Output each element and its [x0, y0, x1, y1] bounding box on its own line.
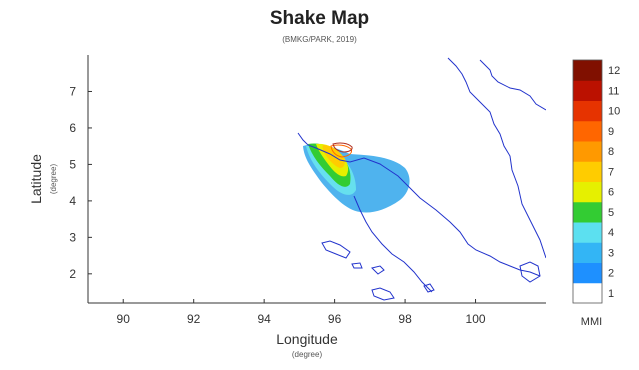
island-chain-south — [353, 195, 433, 293]
axes: 90 92 94 96 98 100 2 3 4 5 6 7 Longitude (degree) Lati… — [28, 55, 546, 359]
y-axis-label: Latitude — [28, 154, 44, 204]
colorbar-tick-label: 5 — [608, 207, 614, 219]
colorbar-swatch-mmi-6 — [573, 181, 602, 203]
colorbar-swatch-mmi-12 — [573, 60, 602, 81]
colorbar-swatch-mmi-7 — [573, 161, 602, 182]
island-f — [423, 283, 435, 293]
x-tick-label: 94 — [257, 312, 271, 326]
intensity-zone-mmi-8 — [330, 144, 352, 158]
colorbar-tick-label: 10 — [608, 106, 620, 118]
coastline-group — [297, 57, 546, 301]
colorbar-tick-label: 2 — [608, 268, 614, 280]
x-axis-label: Longitude — [276, 331, 338, 347]
colorbar-swatch-mmi-4 — [573, 222, 602, 243]
island-a — [321, 240, 351, 259]
colorbar-label: MMI — [581, 316, 602, 328]
island-d — [371, 287, 395, 301]
x-tick-label: 98 — [398, 312, 412, 326]
y-tick-label: 3 — [69, 230, 76, 244]
x-tick-label: 100 — [466, 312, 486, 326]
colorbar-tick-label: 6 — [608, 187, 614, 199]
colorbar-swatch-mmi-9 — [573, 120, 602, 142]
colorbar-tick-label: 8 — [608, 146, 614, 158]
colorbar-swatch-mmi-1 — [573, 282, 602, 304]
island-c — [351, 262, 363, 269]
colorbar-swatch-mmi-11 — [573, 80, 602, 101]
map-subtitle: (BMKG/PARK, 2019) — [282, 35, 357, 44]
colorbar-frame — [572, 59, 603, 304]
colorbar-swatch-mmi-10 — [573, 100, 602, 122]
map-title: Shake Map — [269, 8, 370, 29]
y-tick-label: 4 — [69, 194, 76, 208]
x-tick-label: 90 — [117, 312, 131, 326]
island-b — [371, 265, 385, 275]
sumatra-west-coast — [297, 132, 541, 277]
intensity-zone-mmi-9 — [332, 142, 353, 153]
colorbar-tick-label: 4 — [608, 227, 614, 239]
colorbar-swatch-mmi-5 — [573, 201, 602, 223]
x-tick-label: 92 — [187, 312, 201, 326]
colorbar-swatch-mmi-2 — [573, 262, 602, 284]
island-e — [519, 261, 541, 283]
y-tick-label: 5 — [69, 157, 76, 171]
colorbar-tick-label: 3 — [608, 247, 614, 259]
x-tick-label: 96 — [328, 312, 342, 326]
colorbar-swatch-mmi-3 — [573, 242, 602, 263]
y-tick-label: 7 — [69, 84, 76, 98]
colorbar-tick-label: 9 — [608, 126, 614, 138]
y-tick-label: 2 — [69, 267, 76, 281]
colorbar-swatch-mmi-8 — [573, 141, 602, 162]
y-axis-unit: (degree) — [49, 164, 58, 195]
colorbar-tick-label: 7 — [608, 166, 614, 178]
sumatra-northeast-coast — [479, 59, 546, 111]
colorbar-tick-label: 11 — [608, 85, 619, 97]
x-axis-unit: (degree) — [292, 350, 323, 359]
colorbar-tick-label: 12 — [608, 65, 620, 77]
sumatra-east-coast — [447, 57, 546, 259]
colorbar-tick-label: 1 — [608, 288, 614, 300]
plot-area — [297, 57, 546, 301]
y-tick-label: 6 — [69, 121, 76, 135]
